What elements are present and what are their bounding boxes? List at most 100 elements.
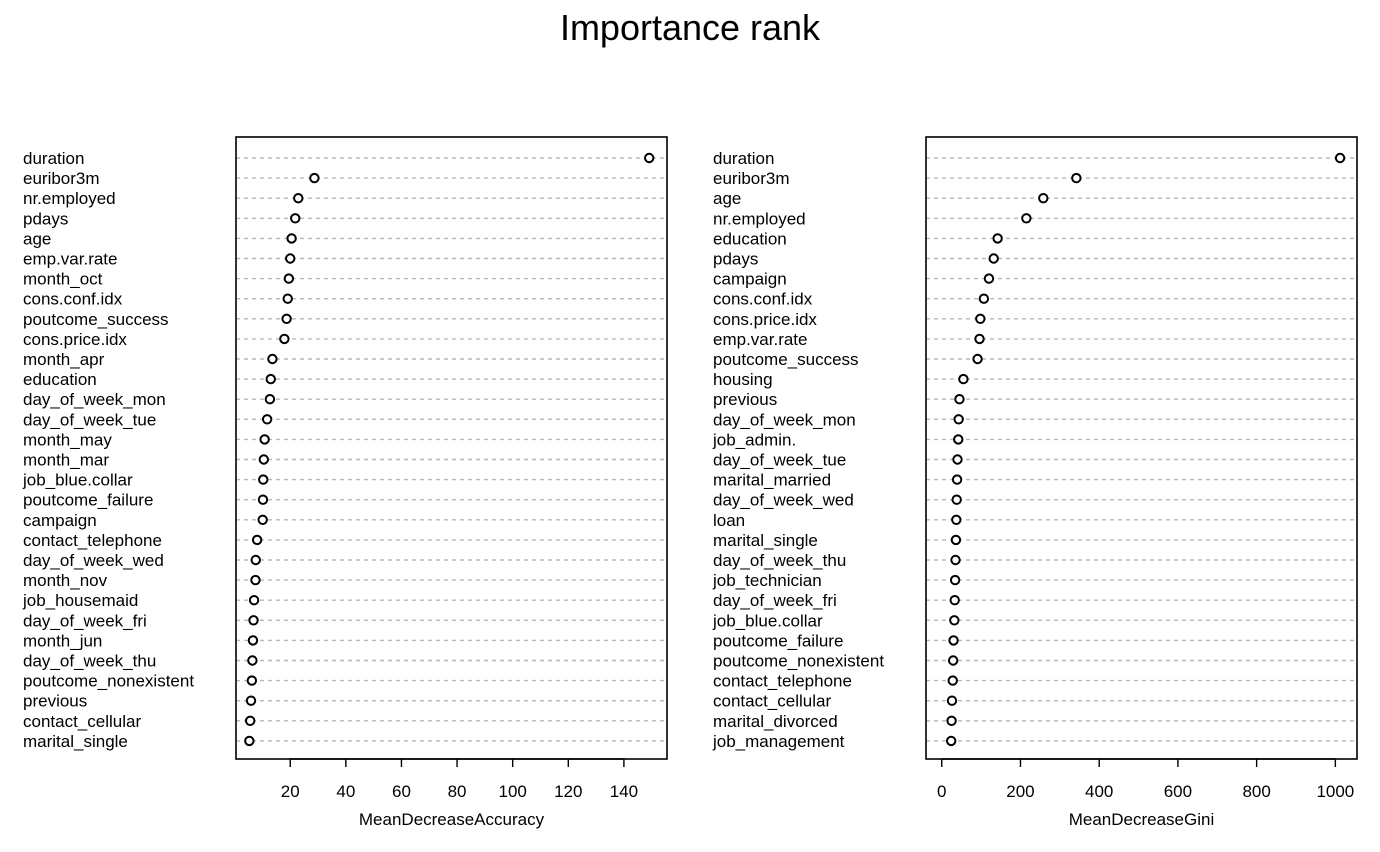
row-label: housing	[713, 370, 773, 389]
row-label: age	[23, 229, 51, 248]
data-point	[247, 635, 259, 646]
row-label: contact_telephone	[713, 672, 852, 691]
data-point	[248, 595, 260, 606]
row-label: month_may	[23, 430, 112, 449]
data-point	[258, 454, 270, 465]
row-label: education	[713, 229, 787, 248]
data-point	[250, 574, 261, 586]
row-label: euribor3m	[713, 169, 790, 188]
data-point	[244, 715, 256, 726]
data-point	[264, 394, 276, 405]
x-tick-label: 80	[448, 782, 467, 801]
row-label: job_management	[712, 732, 845, 751]
row-label: job_blue.collar	[22, 471, 133, 490]
row-label: campaign	[713, 270, 787, 289]
x-tick-label: 40	[336, 782, 355, 801]
x-tick-label: 200	[1006, 782, 1034, 801]
row-label: job_admin.	[712, 430, 796, 449]
data-point	[290, 213, 301, 224]
x-tick-label: 600	[1164, 782, 1192, 801]
row-label: month_mar	[23, 451, 109, 470]
row-label: cons.price.idx	[713, 310, 817, 329]
data-point	[950, 554, 961, 566]
row-label: marital_single	[713, 531, 818, 550]
data-point	[953, 414, 964, 425]
data-point	[948, 635, 959, 646]
row-label: nr.employed	[23, 189, 116, 208]
data-point	[257, 514, 268, 525]
row-label: day_of_week_mon	[23, 390, 166, 409]
row-label: poutcome_success	[713, 350, 859, 369]
x-tick-label: 140	[610, 782, 638, 801]
data-point	[286, 233, 297, 244]
row-label: day_of_week_thu	[713, 551, 846, 570]
row-label: poutcome_success	[23, 310, 169, 329]
row-label: job_housemaid	[22, 591, 138, 610]
data-point	[945, 735, 957, 747]
row-label: month_oct	[23, 270, 103, 289]
row-label: day_of_week_wed	[23, 551, 164, 570]
row-label: month_apr	[23, 350, 105, 369]
data-point	[281, 313, 292, 324]
data-point	[975, 313, 986, 324]
row-label: day_of_week_wed	[713, 491, 854, 510]
x-tick-label: 100	[498, 782, 526, 801]
data-point	[309, 172, 320, 184]
data-point	[259, 434, 270, 445]
row-label: poutcome_nonexistent	[713, 652, 884, 671]
x-axis-label: MeanDecreaseGini	[1069, 810, 1215, 829]
row-label: job_technician	[712, 571, 822, 590]
data-point	[953, 434, 964, 445]
row-label: age	[713, 189, 741, 208]
data-point	[261, 414, 273, 425]
x-tick-label: 60	[392, 782, 411, 801]
row-label: cons.conf.idx	[713, 290, 813, 309]
data-point	[951, 494, 962, 505]
data-point	[245, 695, 257, 706]
data-point	[257, 494, 269, 505]
row-label: previous	[713, 390, 777, 409]
row-label: day_of_week_tue	[713, 451, 846, 470]
data-point	[978, 293, 990, 304]
data-point	[958, 373, 969, 385]
row-label: cons.conf.idx	[23, 290, 123, 309]
mean-decrease-gini-panel: durationeuribor3magenr.employededucation…	[712, 136, 1358, 829]
data-point	[250, 554, 261, 566]
row-label: day_of_week_fri	[713, 591, 837, 610]
data-point	[246, 675, 258, 686]
row-label: poutcome_nonexistent	[23, 672, 194, 691]
data-point	[954, 394, 965, 405]
row-label: marital_married	[713, 471, 831, 490]
row-label: pdays	[23, 209, 68, 228]
data-point	[1334, 152, 1346, 164]
row-label: poutcome_failure	[23, 491, 153, 510]
x-tick-label: 120	[554, 782, 582, 801]
data-point	[282, 293, 293, 304]
row-label: duration	[713, 149, 774, 168]
data-point	[251, 534, 263, 546]
data-point	[950, 534, 962, 546]
data-point	[267, 353, 278, 365]
row-label: poutcome_failure	[713, 631, 843, 650]
data-point	[983, 273, 995, 284]
data-point	[949, 615, 960, 626]
data-point	[951, 474, 963, 485]
data-point	[952, 454, 963, 465]
row-label: contact_cellular	[713, 692, 831, 711]
row-label: cons.price.idx	[23, 330, 127, 349]
row-label: month_nov	[23, 571, 108, 590]
data-point	[988, 253, 999, 264]
row-label: day_of_week_tue	[23, 410, 156, 429]
x-tick-label: 800	[1242, 782, 1270, 801]
data-point	[1021, 213, 1032, 224]
plot-frame	[235, 136, 668, 760]
x-tick-label: 400	[1085, 782, 1113, 801]
data-point	[946, 695, 958, 706]
row-label: loan	[713, 511, 745, 530]
row-label: contact_telephone	[23, 531, 162, 550]
row-label: education	[23, 370, 97, 389]
row-label: emp.var.rate	[23, 250, 118, 269]
data-point	[244, 735, 255, 747]
